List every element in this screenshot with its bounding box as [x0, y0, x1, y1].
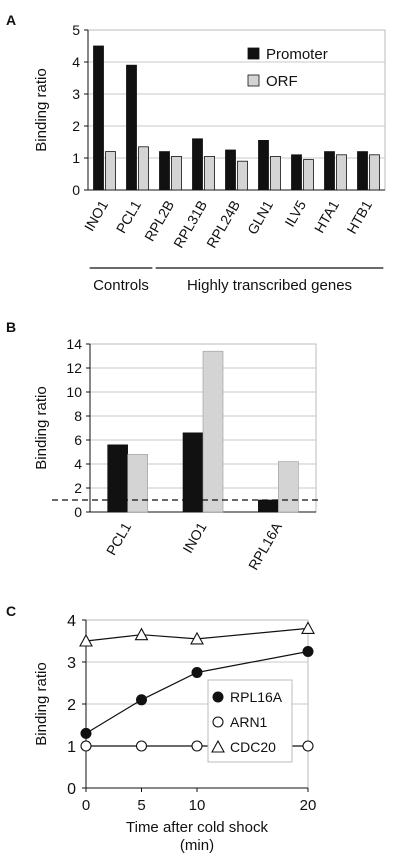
panel-a-bar-promoter-rpl31b: [192, 138, 203, 191]
panel-a-y-tick-label: 3: [72, 86, 80, 102]
panel-a-legend-label: ORF: [266, 73, 298, 90]
panel-a-x-tick-label: PCL1: [113, 197, 144, 236]
panel-a-bar-promoter-gln1: [258, 139, 269, 191]
panel-c-point-rpl16a: [80, 727, 92, 739]
panel-b-y-tick-label: 12: [66, 360, 82, 376]
panel-c-legend-label: CDC20: [230, 739, 276, 755]
panel-b-y-axis-label: Binding ratio: [33, 386, 50, 469]
panel-c-point-arn1: [135, 740, 148, 752]
panel-c-point-cdc20: [134, 627, 149, 641]
panel-a-group-label: Controls: [93, 277, 149, 294]
panel-b-y-tick-label: 6: [74, 432, 82, 448]
panel-a-y-tick-label: 5: [72, 22, 80, 38]
panel-c-x-tick-label: 10: [189, 797, 206, 814]
panel-b-y-tick-label: 4: [74, 456, 82, 472]
panel-a-bar-promoter-ino1: [93, 45, 104, 191]
panel-c-line-rpl16a: [85, 650, 309, 734]
panel-a-y-axis-label: Binding ratio: [33, 68, 50, 151]
panel-a-bar-orf-ino1: [105, 151, 116, 191]
panel-c-legend-marker: [211, 739, 225, 753]
panel-a-x-tick-label: HTA1: [311, 197, 342, 235]
panel-c-y-tick-label: 2: [67, 697, 76, 714]
panel-a-bar-promoter-rpl2b: [159, 151, 170, 191]
panel-a-bar-promoter-pcl1: [126, 64, 137, 191]
panel-b-bar-1-rpl16a: [258, 499, 279, 513]
panel-c-legend-marker: [212, 691, 224, 703]
panel-c-point-cdc20: [301, 621, 315, 634]
panel-a-bar-orf-rpl24b: [237, 160, 248, 191]
panel-c-y-tick-label: 0: [67, 781, 76, 798]
panel-a-y-tick-label: 4: [72, 54, 80, 70]
panel-c-point-arn1: [302, 740, 314, 752]
panel-c-point-cdc20: [79, 633, 93, 647]
panel-c: C 0 1 2 3 4 0 5 10 20 Binding ratio Time after cold…: [6, 603, 316, 854]
panel-c-legend-label: RPL16A: [230, 689, 283, 705]
panel-a-legend-swatch: [247, 74, 260, 87]
panel-b-bar-2-ino1: [202, 350, 224, 513]
panel-c-y-tick-label: 4: [67, 613, 76, 630]
panel-b-bar-2-rpl16a: [278, 461, 299, 513]
panel-b-y-tick-label: 8: [74, 408, 82, 424]
panel-b-x-tick-label: PCL1: [103, 519, 134, 558]
panel-a-x-tick-label: ILV5: [281, 197, 309, 229]
panel-c-point-rpl16a: [302, 646, 314, 657]
panel-c-point-cdc20: [190, 631, 204, 645]
panel-b-bar-1-pcl1: [107, 444, 128, 513]
panel-b-label: B: [6, 319, 16, 335]
panel-a-bar-orf-hta1: [336, 154, 347, 191]
panel-c-x-tick-label: 5: [137, 797, 145, 814]
panel-b-y-tick-label: 10: [66, 384, 82, 400]
panel-a-bar-orf-gln1: [270, 155, 281, 191]
panel-a-bar-orf-ilv5: [303, 159, 314, 191]
panel-a-bar-orf-htb1: [369, 154, 380, 191]
panel-a-label: A: [6, 12, 16, 28]
panel-a-x-tick-label: HTB1: [343, 197, 375, 236]
panel-c-x-tick-label: 0: [82, 797, 90, 814]
panel-a-bar-orf-rpl31b: [204, 155, 215, 191]
panel-b-y-tick-label: 2: [74, 480, 82, 496]
panel-a-bar-orf-rpl2b: [171, 155, 182, 191]
panel-a-y-tick-label: 0: [72, 182, 80, 198]
panel-c-y-axis-label: Binding ratio: [33, 662, 50, 745]
panel-b-bar-2-pcl1: [127, 454, 148, 513]
panel-a-x-tick-label: GLN1: [244, 197, 276, 237]
panel-b-y-tick-label: 14: [66, 336, 82, 352]
panel-c-line-cdc20: [85, 627, 309, 642]
panel-b-x-tick-label: INO1: [179, 519, 209, 555]
panel-c-x-axis-label: Time after cold shock: [126, 819, 268, 836]
panel-c-point-arn1: [80, 740, 92, 752]
panel-a-legend-swatch: [247, 47, 260, 60]
panel-a-bar-promoter-hta1: [324, 151, 335, 191]
panel-a-bar-promoter-ilv5: [291, 154, 302, 191]
panel-b-x-tick-label: RPL16A: [245, 519, 285, 573]
panel-b-y-tick-label: 0: [74, 504, 82, 520]
panel-c-point-rpl16a: [136, 694, 147, 706]
panel-c-y-tick-label: 1: [67, 739, 76, 756]
panel-a-bar-promoter-htb1: [357, 151, 368, 191]
panel-a-legend-label: Promoter: [266, 46, 328, 63]
panel-a-x-tick-label: RPL2B: [141, 198, 177, 244]
panel-c-label: C: [6, 603, 16, 619]
panel-a-x-tick-label: INO1: [81, 197, 111, 233]
panel-c-point-arn1: [191, 740, 203, 752]
panel-a-bar-orf-pcl1: [138, 146, 149, 191]
panel-c-legend-marker: [212, 716, 224, 728]
panel-c-point-rpl16a: [191, 667, 203, 678]
panel-c-x-tick-label: 20: [300, 797, 317, 814]
panel-c-legend-label: ARN1: [230, 714, 268, 730]
panel-a-bar-promoter-rpl24b: [225, 149, 236, 191]
panel-c-y-tick-label: 3: [67, 655, 76, 672]
panel-c-x-axis-unit: (min): [180, 837, 214, 854]
panel-a-group-label: Highly transcribed genes: [187, 277, 352, 294]
panel-a-y-tick-label: 1: [72, 150, 80, 166]
panel-b: B 0 2 4 6 8 10 12 14 Binding ratio PCL1 INO1 RPL16A: [6, 319, 322, 573]
panel-a-y-tick-label: 2: [72, 118, 80, 134]
